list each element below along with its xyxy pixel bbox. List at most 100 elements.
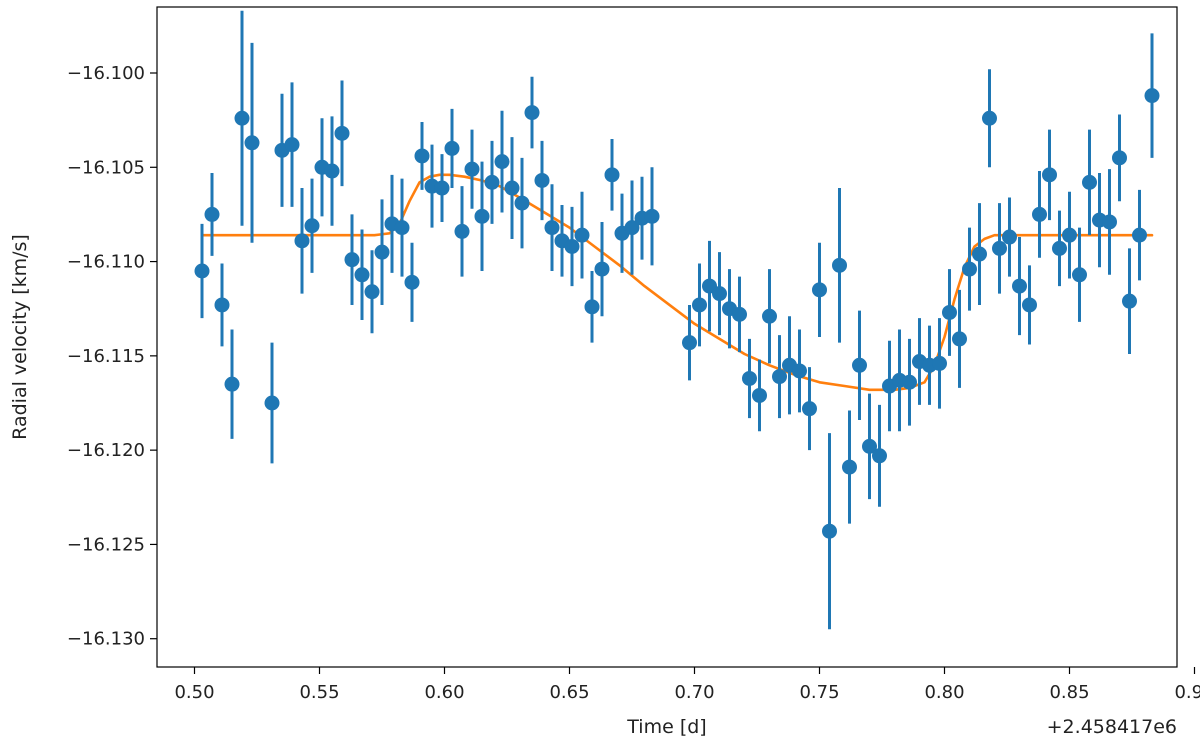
data-point xyxy=(962,261,977,277)
errorbar-layer xyxy=(194,10,1160,630)
data-point xyxy=(872,448,887,464)
data-point xyxy=(454,223,470,239)
y-axis-label: Radial velocity [km/s] xyxy=(9,234,31,440)
data-point xyxy=(972,246,987,262)
data-point xyxy=(942,304,957,320)
data-point xyxy=(1002,229,1017,245)
data-point xyxy=(214,297,230,313)
data-point xyxy=(762,308,777,324)
data-point xyxy=(264,395,280,411)
data-point xyxy=(564,238,580,254)
data-point xyxy=(1102,214,1117,230)
data-point xyxy=(284,137,300,153)
x-tick-label: 0.70 xyxy=(674,682,714,703)
data-point xyxy=(902,374,917,390)
data-point xyxy=(604,167,620,183)
x-tick-label: 0.90 xyxy=(1174,682,1200,703)
data-point xyxy=(504,180,520,196)
data-point xyxy=(354,267,370,283)
data-point xyxy=(584,299,600,315)
data-point xyxy=(712,286,727,302)
data-point xyxy=(1032,206,1047,222)
data-point xyxy=(324,163,340,179)
data-point xyxy=(484,174,500,190)
data-point xyxy=(474,208,490,224)
data-point xyxy=(574,227,590,243)
x-tick-label: 0.65 xyxy=(549,682,589,703)
data-point xyxy=(732,306,747,322)
x-axis: 0.50 0.55 0.60 0.65 0.70 0.75 0.80 0.85 0.90 xyxy=(174,667,1200,703)
data-point xyxy=(594,261,610,277)
data-point xyxy=(374,244,390,260)
data-point xyxy=(1052,240,1067,256)
data-point xyxy=(802,401,817,417)
data-point xyxy=(294,233,310,249)
data-point xyxy=(224,376,240,392)
data-point xyxy=(812,282,827,298)
data-point xyxy=(304,218,320,234)
data-point xyxy=(464,161,480,177)
data-point xyxy=(852,357,867,373)
data-point xyxy=(772,369,787,385)
data-point xyxy=(1022,297,1037,313)
data-point xyxy=(692,297,707,313)
data-point xyxy=(982,110,997,126)
x-tick-label: 0.75 xyxy=(799,682,839,703)
data-point xyxy=(1012,278,1027,294)
data-point xyxy=(1144,88,1160,104)
x-tick-label: 0.55 xyxy=(299,682,339,703)
data-point xyxy=(1062,227,1077,243)
data-point xyxy=(344,252,360,268)
data-point xyxy=(742,370,757,386)
data-point xyxy=(752,387,767,403)
x-axis-label: Time [d] xyxy=(626,716,706,738)
data-point xyxy=(1112,150,1127,166)
data-point xyxy=(494,154,510,170)
data-point xyxy=(434,180,450,196)
data-point xyxy=(792,363,807,379)
y-axis: −16.100 −16.105 −16.110 −16.115 −16.120 −16.1… xyxy=(67,63,157,650)
data-point xyxy=(524,105,540,121)
y-tick-label: −16.110 xyxy=(67,252,145,273)
data-point xyxy=(644,208,660,224)
y-tick-label: −16.115 xyxy=(67,346,145,367)
data-point xyxy=(204,206,220,222)
y-tick-label: −16.105 xyxy=(67,157,145,178)
data-point xyxy=(444,140,460,156)
x-tick-label: 0.50 xyxy=(174,682,214,703)
data-point xyxy=(194,263,210,279)
data-point xyxy=(334,125,350,141)
data-point xyxy=(1122,293,1137,309)
data-point xyxy=(682,335,697,351)
data-point xyxy=(952,331,967,347)
data-point xyxy=(842,459,857,475)
data-point xyxy=(992,240,1007,256)
x-tick-label: 0.60 xyxy=(424,682,464,703)
data-point xyxy=(862,438,877,454)
y-tick-label: −16.120 xyxy=(67,440,145,461)
data-point xyxy=(624,220,640,236)
data-point xyxy=(364,284,380,300)
plot-frame xyxy=(156,6,1178,668)
y-tick-label: −16.125 xyxy=(67,534,145,555)
data-point xyxy=(1082,174,1097,190)
x-tick-label: 0.80 xyxy=(924,682,964,703)
data-point xyxy=(544,220,560,236)
data-point xyxy=(404,274,420,290)
data-point xyxy=(1042,167,1057,183)
data-point xyxy=(932,355,947,371)
data-point xyxy=(414,148,430,164)
x-offset-label: +2.458417e6 xyxy=(1047,716,1177,738)
data-point xyxy=(832,257,847,273)
data-point xyxy=(1072,267,1087,283)
data-point xyxy=(394,220,410,236)
x-tick-label: 0.85 xyxy=(1049,682,1089,703)
y-tick-label: −16.130 xyxy=(67,629,145,650)
y-tick-label: −16.100 xyxy=(67,63,145,84)
data-point xyxy=(1132,227,1147,243)
data-point xyxy=(534,172,550,188)
data-point xyxy=(244,135,260,151)
data-point xyxy=(514,195,530,211)
data-point xyxy=(234,110,250,126)
